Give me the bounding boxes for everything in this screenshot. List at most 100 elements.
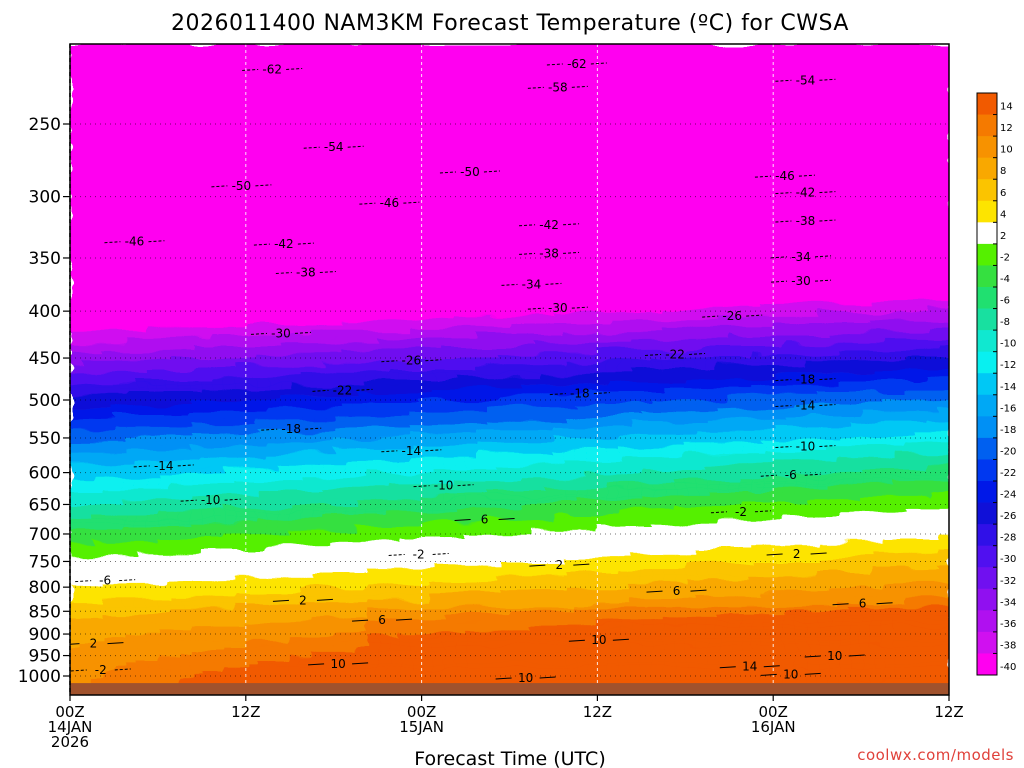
- temperature-cell: [124, 82, 137, 87]
- temperature-cell: [366, 557, 379, 562]
- temperature-cell: [135, 132, 148, 137]
- temperature-cell: [322, 423, 335, 428]
- temperature-cell: [201, 247, 214, 252]
- temperature-cell: [377, 446, 390, 451]
- temperature-cell: [333, 606, 346, 612]
- temperature-cell: [124, 675, 137, 681]
- temperature-cell: [190, 254, 203, 260]
- temperature-cell: [267, 492, 280, 497]
- temperature-cell: [124, 423, 137, 428]
- temperature-cell: [114, 419, 126, 424]
- temperature-cell: [201, 419, 214, 424]
- temperature-cell: [168, 434, 181, 440]
- temperature-cell: [157, 369, 170, 375]
- temperature-cell: [201, 197, 214, 202]
- temperature-cell: [212, 162, 225, 168]
- temperature-cell: [344, 557, 357, 562]
- temperature-cell: [201, 285, 214, 290]
- temperature-cell: [300, 472, 313, 478]
- temperature-cell: [234, 63, 247, 68]
- temperature-cell: [223, 319, 236, 325]
- temperature-cell: [234, 480, 247, 486]
- temperature-cell: [168, 649, 181, 654]
- temperature-cell: [388, 124, 401, 129]
- temperature-cell: [212, 331, 225, 336]
- temperature-cell: [179, 116, 192, 122]
- temperature-cell: [201, 289, 214, 294]
- temperature-cell: [81, 419, 93, 424]
- temperature-cell: [245, 438, 258, 443]
- temperature-cell: [223, 174, 236, 179]
- temperature-cell: [344, 262, 357, 267]
- temperature-cell: [377, 415, 390, 421]
- temperature-cell: [157, 227, 170, 233]
- temperature-cell: [114, 426, 126, 432]
- temperature-cell: [103, 553, 115, 558]
- temperature-cell: [311, 426, 324, 432]
- temperature-cell: [344, 358, 357, 363]
- temperature-cell: [366, 97, 379, 103]
- temperature-cell: [157, 461, 170, 466]
- temperature-cell: [212, 82, 225, 87]
- temperature-cell: [103, 185, 115, 191]
- temperature-cell: [201, 97, 214, 103]
- temperature-cell: [245, 641, 258, 646]
- temperature-cell: [355, 495, 368, 501]
- temperature-cell: [212, 178, 225, 183]
- temperature-cell: [267, 304, 280, 309]
- temperature-cell: [135, 480, 148, 486]
- temperature-cell: [245, 166, 258, 172]
- temperature-cell: [92, 388, 104, 394]
- temperature-cell: [256, 404, 269, 409]
- temperature-cell: [322, 606, 335, 612]
- temperature-cell: [92, 342, 104, 348]
- temperature-cell: [81, 174, 93, 179]
- temperature-cell: [157, 201, 170, 206]
- temperature-cell: [114, 373, 126, 378]
- temperature-cell: [190, 93, 203, 99]
- temperature-cell: [377, 358, 390, 363]
- temperature-cell: [300, 457, 313, 463]
- temperature-cell: [190, 679, 203, 685]
- temperature-cell: [322, 128, 335, 133]
- temperature-cell: [81, 434, 93, 440]
- temperature-cell: [333, 580, 346, 585]
- temperature-cell: [157, 135, 170, 141]
- temperature-cell: [157, 572, 170, 578]
- temperature-cell: [267, 112, 280, 118]
- temperature-cell: [92, 174, 104, 179]
- temperature-cell: [146, 109, 159, 114]
- temperature-cell: [344, 82, 357, 87]
- temperature-cell: [81, 250, 93, 256]
- temperature-cell: [81, 396, 93, 401]
- temperature-cell: [81, 323, 93, 329]
- temperature-cell: [168, 44, 181, 49]
- temperature-cell: [300, 101, 313, 106]
- temperature-cell: [146, 346, 159, 352]
- temperature-cell: [124, 381, 137, 386]
- temperature-cell: [168, 86, 181, 91]
- temperature-cell: [366, 503, 379, 509]
- temperature-cell: [300, 254, 313, 260]
- temperature-cell: [267, 227, 280, 233]
- temperature-cell: [81, 155, 93, 160]
- temperature-cell: [256, 124, 269, 129]
- temperature-cell: [322, 583, 335, 589]
- temperature-cell: [124, 273, 137, 279]
- temperature-cell: [311, 472, 324, 478]
- temperature-cell: [344, 426, 357, 432]
- temperature-cell: [300, 269, 313, 275]
- temperature-cell: [344, 396, 357, 401]
- temperature-cell: [300, 633, 313, 639]
- temperature-cell: [103, 227, 115, 233]
- temperature-cell: [70, 105, 82, 110]
- temperature-cell: [70, 132, 82, 137]
- temperature-cell: [311, 63, 324, 68]
- temperature-cell: [322, 86, 335, 91]
- temperature-cell: [256, 319, 269, 325]
- temperature-cell: [322, 641, 335, 646]
- temperature-cell: [311, 201, 324, 206]
- temperature-cell: [135, 90, 148, 95]
- temperature-cell: [201, 400, 214, 405]
- temperature-cell: [223, 538, 236, 543]
